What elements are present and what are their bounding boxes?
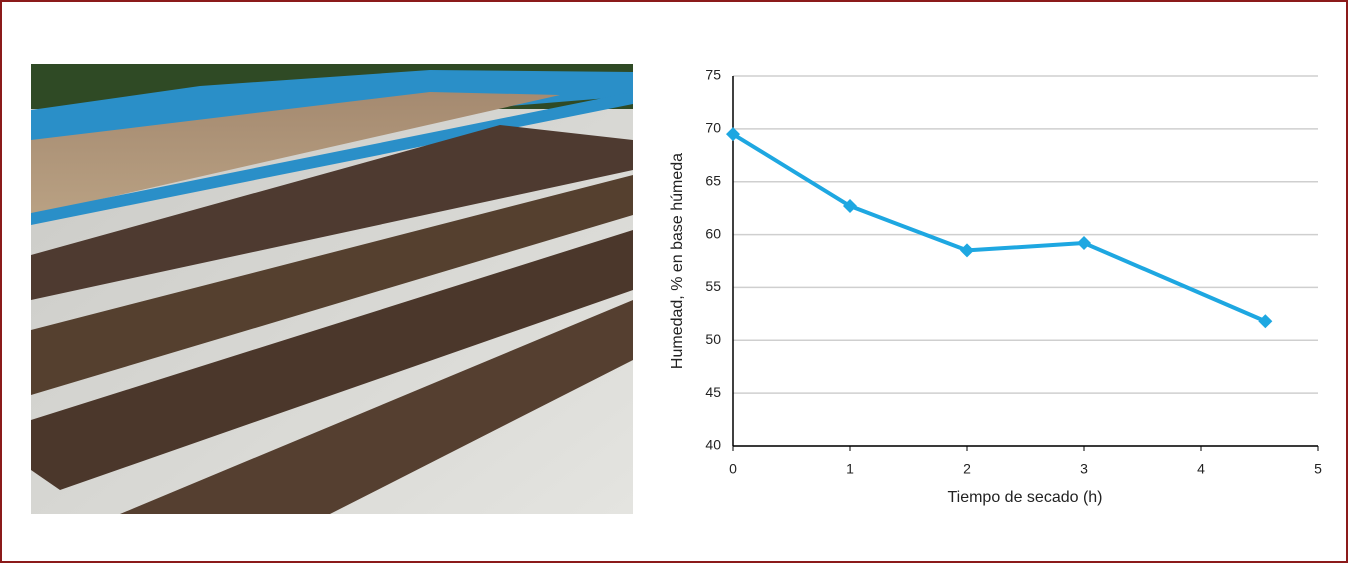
x-tick-label: 3 xyxy=(1080,461,1088,477)
x-tick-label: 5 xyxy=(1314,461,1322,477)
x-tick-label: 1 xyxy=(846,461,854,477)
y-tick-label: 60 xyxy=(705,225,721,241)
y-tick-label: 70 xyxy=(705,120,721,136)
y-tick-label: 50 xyxy=(705,331,721,347)
y-tick-label: 65 xyxy=(705,172,721,188)
figure: Tiempo de secado (h) Humedad, % en base … xyxy=(0,0,1348,563)
x-axis-label: Tiempo de secado (h) xyxy=(947,489,1102,506)
y-tick-label: 75 xyxy=(705,67,721,83)
y-tick-label: 55 xyxy=(705,278,721,294)
y-tick-label: 45 xyxy=(705,384,721,400)
x-tick-label: 2 xyxy=(963,461,971,477)
x-tick-label: 4 xyxy=(1197,461,1205,477)
x-tick-label: 0 xyxy=(729,461,737,477)
photo xyxy=(31,64,633,514)
y-axis-label: Humedad, % en base húmeda xyxy=(669,153,686,369)
y-tick-label: 40 xyxy=(705,437,721,453)
